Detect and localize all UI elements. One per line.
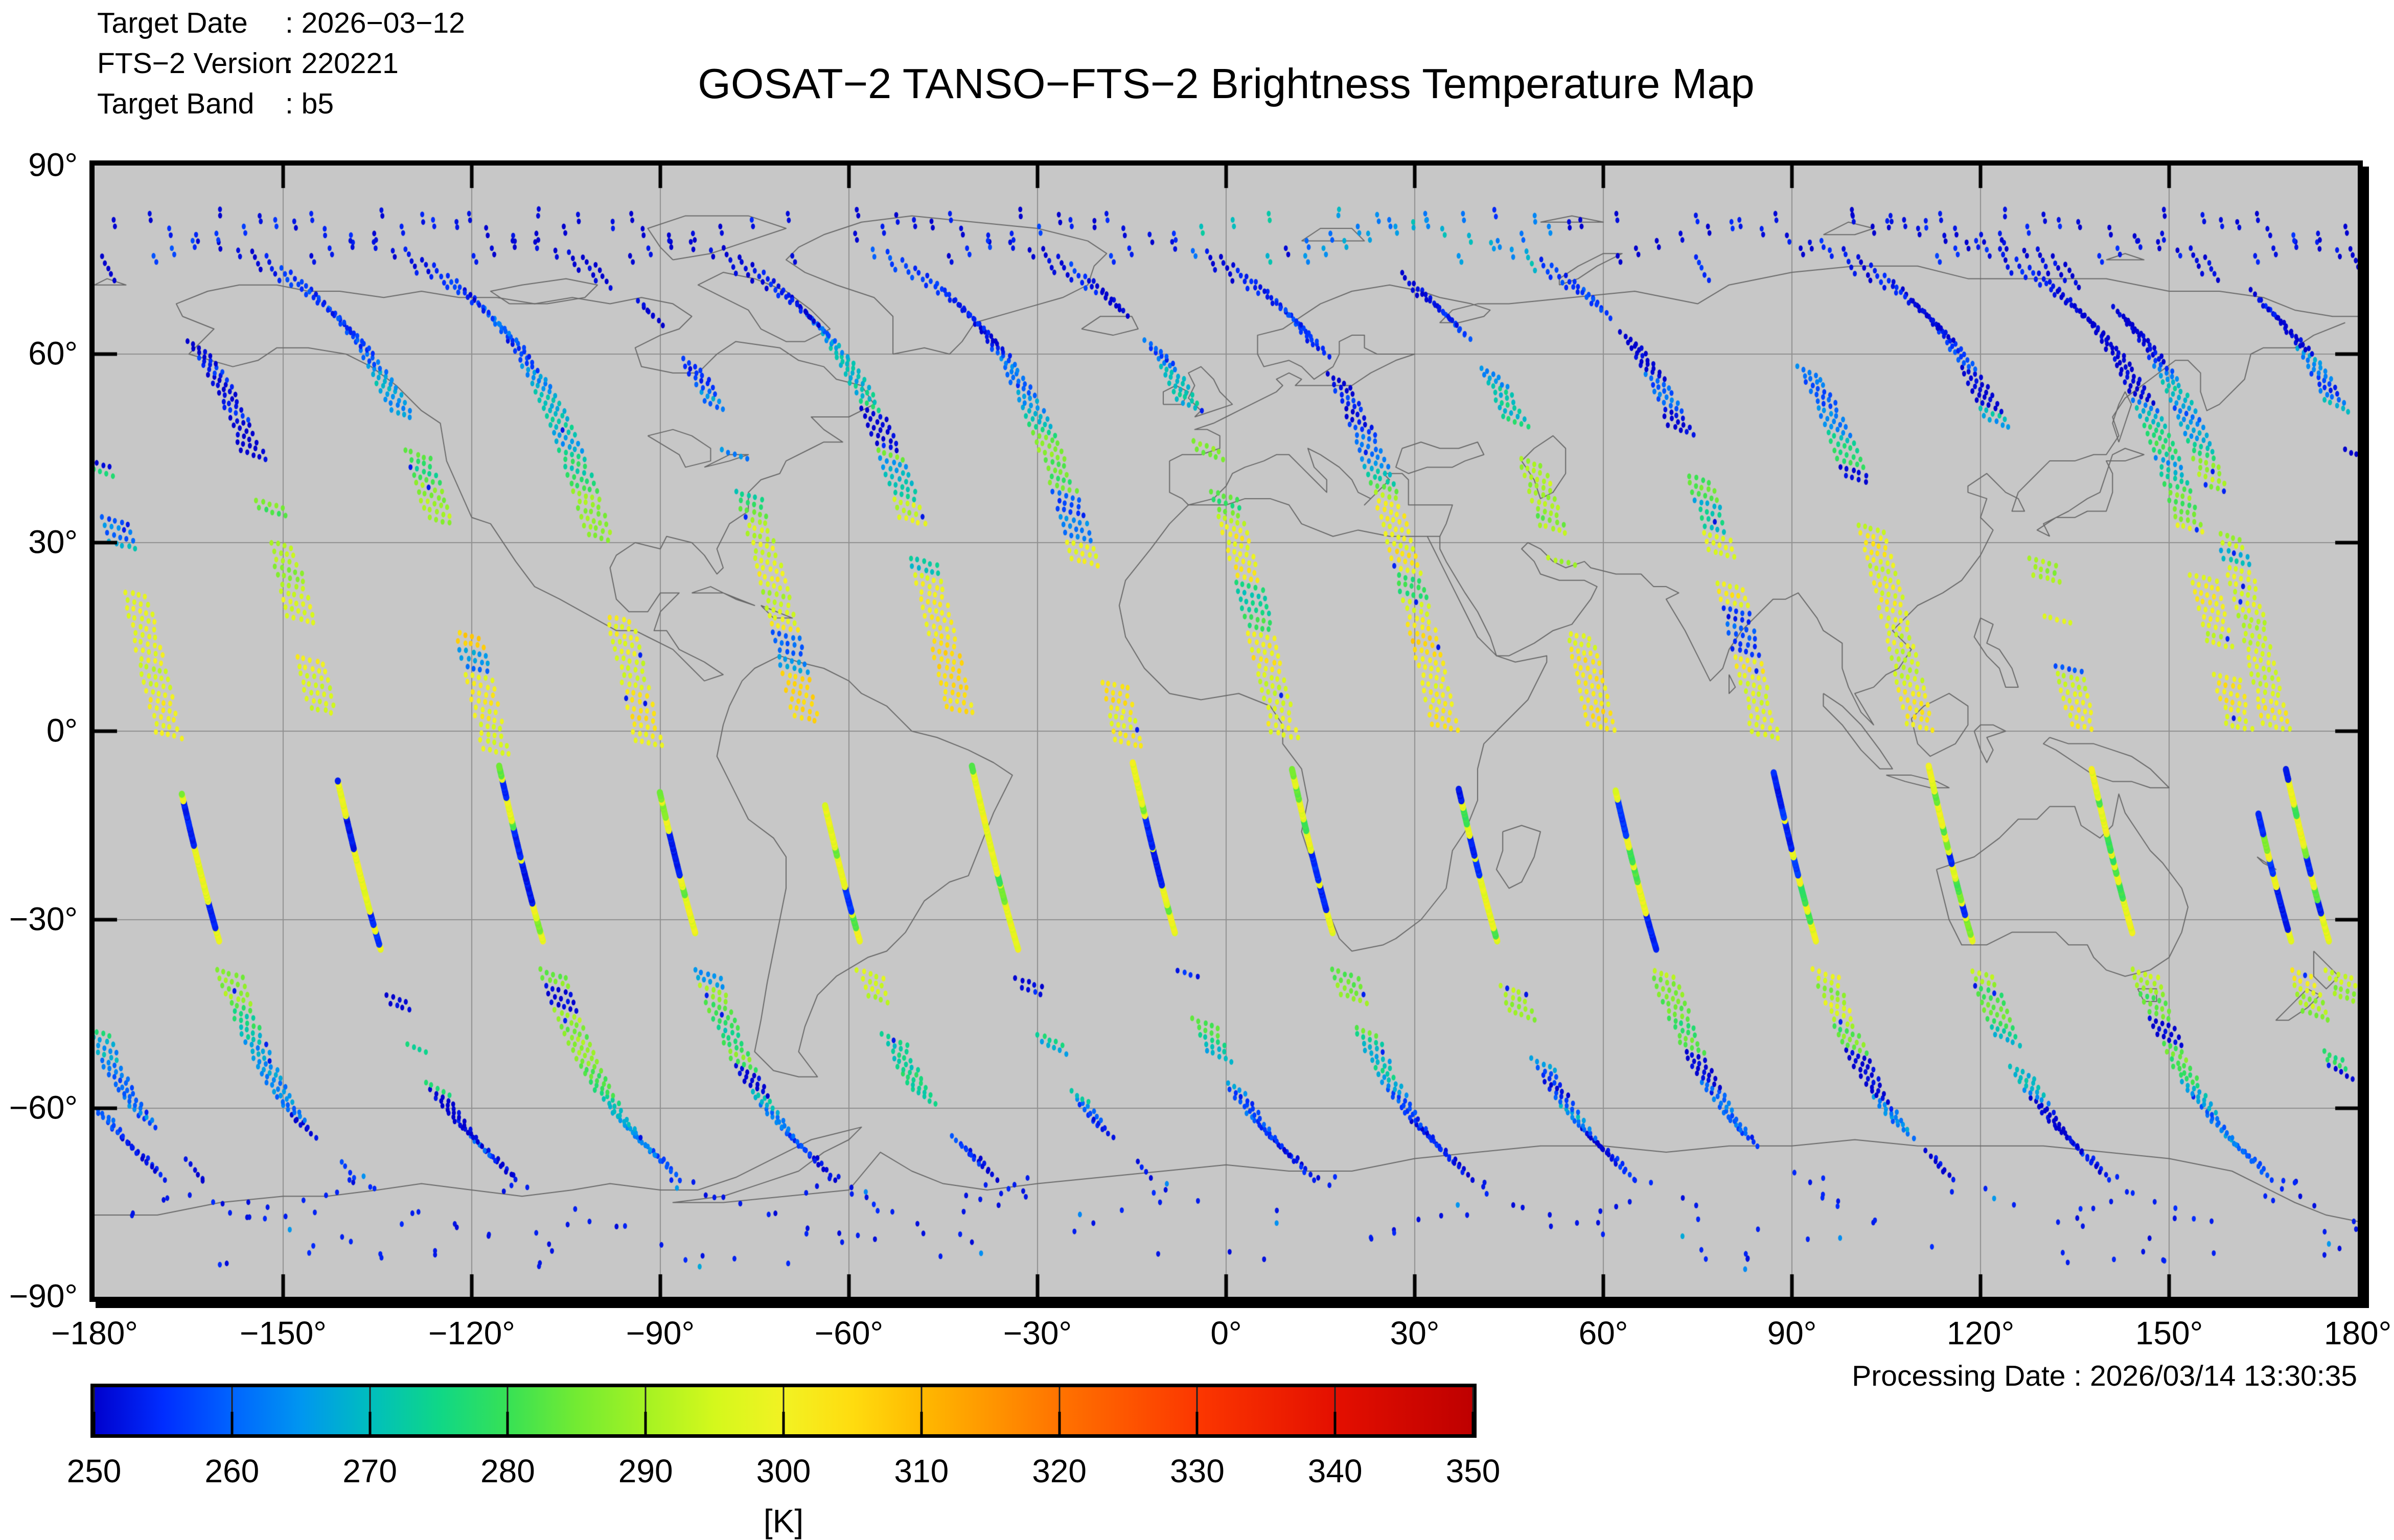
meta-row-target-band: Target Band : b5 — [97, 84, 465, 124]
colorbar-tick-label: 270 — [342, 1453, 397, 1489]
colorbar-tick-label: 250 — [66, 1453, 122, 1489]
y-tick-label: 90° — [28, 146, 78, 183]
colorbar-tick-label: 350 — [1445, 1453, 1501, 1489]
page-title: GOSAT−2 TANSO−FTS−2 Brightness Temperatu… — [698, 60, 1755, 107]
colorbar-tick — [1472, 1387, 1474, 1412]
colorbar-tick-label: 300 — [756, 1453, 811, 1489]
meta-label: Target Date — [97, 7, 248, 39]
colorbar-tick — [506, 1412, 509, 1434]
colorbar-tick — [1333, 1412, 1337, 1434]
colorbar-tick — [1058, 1387, 1061, 1412]
colorbar-tick-label: 260 — [204, 1453, 260, 1489]
x-tick-label: 150° — [2135, 1315, 2203, 1351]
x-tick-label: −60° — [814, 1315, 884, 1351]
colorbar-tick — [231, 1387, 233, 1412]
colorbar-tick-label: 340 — [1307, 1453, 1363, 1489]
meta-value: : 2026−03−12 — [285, 7, 465, 39]
x-tick-label: 90° — [1767, 1315, 1817, 1351]
meta-label: FTS−2 Version — [97, 47, 291, 80]
colorbar-tick-label: 280 — [480, 1453, 535, 1489]
y-tick-label: −30° — [9, 900, 78, 938]
y-tick-label: −90° — [9, 1277, 78, 1315]
meta-value: : 220221 — [285, 47, 399, 80]
meta-row-target-date: Target Date : 2026−03−12 — [97, 3, 465, 43]
x-tick-label: −180° — [51, 1315, 138, 1351]
colorbar-tick — [93, 1412, 96, 1434]
colorbar-tick — [644, 1412, 647, 1434]
meta-value: : b5 — [285, 87, 334, 120]
colorbar-tick — [507, 1387, 509, 1412]
colorbar-tick — [1195, 1412, 1199, 1434]
colorbar-tick — [231, 1412, 234, 1434]
colorbar-tick — [1196, 1387, 1198, 1412]
colorbar-tick — [920, 1412, 923, 1434]
colorbar-tick-label: 310 — [894, 1453, 949, 1489]
meta-label: Target Band — [97, 87, 255, 120]
y-tick-label: 30° — [28, 523, 78, 561]
x-tick-label: 180° — [2323, 1315, 2392, 1351]
y-tick-label: −60° — [9, 1089, 78, 1126]
colorbar-tick — [93, 1387, 95, 1412]
x-tick-label: −90° — [626, 1315, 695, 1351]
colorbar-tick — [1334, 1387, 1336, 1412]
x-tick-label: −30° — [1003, 1315, 1072, 1351]
x-tick-label: 60° — [1578, 1315, 1628, 1351]
meta-row-version: FTS−2 Version: 220221 — [97, 43, 465, 84]
x-tick-label: 30° — [1390, 1315, 1440, 1351]
x-tick-label: −150° — [240, 1315, 327, 1351]
map-plot — [89, 160, 2363, 1302]
processing-date: Processing Date : 2026/03/14 13:30:35 — [1852, 1360, 2357, 1392]
colorbar-tick-label: 290 — [618, 1453, 673, 1489]
y-tick-label: 60° — [28, 335, 78, 372]
x-tick-label: 0° — [1210, 1315, 1242, 1351]
colorbar-tick — [644, 1387, 647, 1412]
colorbar-tick-label: 330 — [1170, 1453, 1225, 1489]
colorbar-tick — [782, 1412, 785, 1434]
x-tick-label: −120° — [428, 1315, 515, 1351]
colorbar-unit-label: [K] — [763, 1503, 804, 1539]
colorbar-tick — [782, 1387, 785, 1412]
x-tick-label: 120° — [1946, 1315, 2015, 1351]
colorbar-tick — [920, 1387, 923, 1412]
colorbar — [90, 1384, 1477, 1438]
y-tick-label: 0° — [46, 712, 78, 749]
colorbar-tick — [369, 1387, 371, 1412]
map-canvas — [95, 166, 2358, 1297]
colorbar-tick — [369, 1412, 372, 1434]
colorbar-tick-label: 320 — [1032, 1453, 1087, 1489]
meta-block: Target Date : 2026−03−12 FTS−2 Version: 2… — [97, 3, 465, 124]
colorbar-tick — [1471, 1412, 1475, 1434]
colorbar-tick — [1058, 1412, 1061, 1434]
